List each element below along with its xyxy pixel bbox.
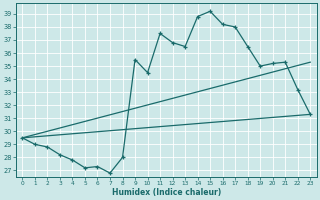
X-axis label: Humidex (Indice chaleur): Humidex (Indice chaleur) [112,188,221,197]
